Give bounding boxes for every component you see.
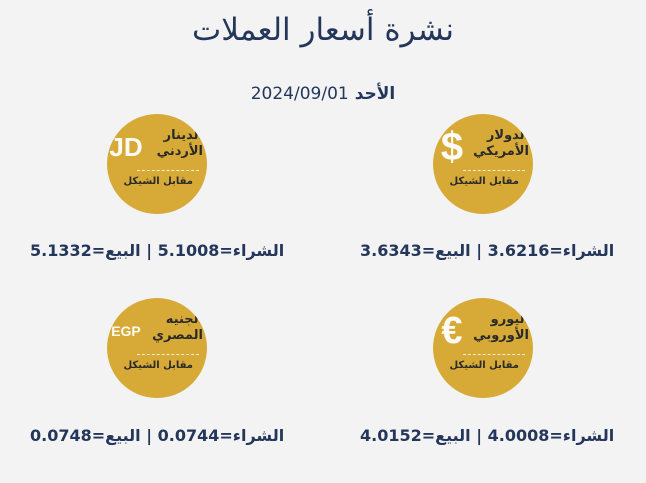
sell-value: 3.6343 bbox=[360, 241, 422, 260]
buy-label: الشراء= bbox=[549, 426, 615, 445]
sell-label: البيع= bbox=[421, 426, 471, 445]
sell-value: 4.0152 bbox=[360, 426, 422, 445]
currency-badge-usd: $ الدولار الأمريكي مقابل الشيكل bbox=[433, 114, 533, 214]
date-value: 2024/09/01 bbox=[250, 84, 349, 104]
separator: | bbox=[146, 241, 153, 260]
currency-symbol-icon: € bbox=[441, 310, 463, 352]
rate-line-usd: الشراء=3.6216 | البيع=3.6343 bbox=[360, 241, 614, 260]
buy-value: 3.6216 bbox=[487, 241, 550, 260]
currency-symbol-icon: $ bbox=[440, 125, 464, 169]
bulletin-date: الأحد2024/09/01 bbox=[0, 84, 646, 104]
sell-label: البيع= bbox=[91, 241, 141, 260]
currency-symbol-icon: JD bbox=[109, 132, 143, 162]
sell-label: البيع= bbox=[91, 426, 141, 445]
separator: | bbox=[476, 241, 483, 260]
currency-badge-eur: € اليورو الأوروبي مقابل الشيكل bbox=[433, 298, 533, 398]
buy-label: الشراء= bbox=[219, 426, 285, 445]
versus-shekel: مقابل الشيكل bbox=[449, 176, 520, 187]
buy-value: 4.0008 bbox=[487, 426, 550, 445]
buy-label: الشراء= bbox=[549, 241, 615, 260]
separator: | bbox=[146, 426, 153, 445]
divider bbox=[463, 354, 525, 355]
buy-label: الشراء= bbox=[219, 241, 285, 260]
versus-shekel: مقابل الشيكل bbox=[123, 176, 194, 187]
currency-badge-jod: JD الدينار الأردني مقابل الشيكل bbox=[107, 114, 207, 214]
currency-name: الجنيه المصري bbox=[152, 312, 203, 343]
versus-shekel: مقابل الشيكل bbox=[449, 360, 520, 371]
rate-line-eur: الشراء=4.0008 | البيع=4.0152 bbox=[360, 426, 614, 445]
page-title: نشرة أسعار العملات bbox=[192, 12, 454, 48]
rate-line-jod: الشراء=5.1008 | البيع=5.1332 bbox=[30, 241, 284, 260]
divider bbox=[137, 354, 199, 355]
day-name: الأحد bbox=[354, 84, 396, 104]
buy-value: 5.1008 bbox=[157, 241, 220, 260]
versus-shekel: مقابل الشيكل bbox=[123, 360, 194, 371]
sell-label: البيع= bbox=[421, 241, 471, 260]
buy-value: 0.0744 bbox=[157, 426, 220, 445]
rate-line-egp: الشراء=0.0744 | البيع=0.0748 bbox=[30, 426, 284, 445]
currency-symbol-icon: EGP bbox=[111, 323, 141, 339]
sell-value: 5.1332 bbox=[30, 241, 92, 260]
currency-name: الدولار الأمريكي bbox=[473, 128, 529, 159]
currency-name: اليورو الأوروبي bbox=[473, 312, 529, 343]
sell-value: 0.0748 bbox=[30, 426, 92, 445]
separator: | bbox=[476, 426, 483, 445]
currency-name: الدينار الأردني bbox=[156, 128, 203, 159]
divider bbox=[463, 170, 525, 171]
divider bbox=[137, 170, 199, 171]
currency-badge-egp: EGP الجنيه المصري مقابل الشيكل bbox=[107, 298, 207, 398]
